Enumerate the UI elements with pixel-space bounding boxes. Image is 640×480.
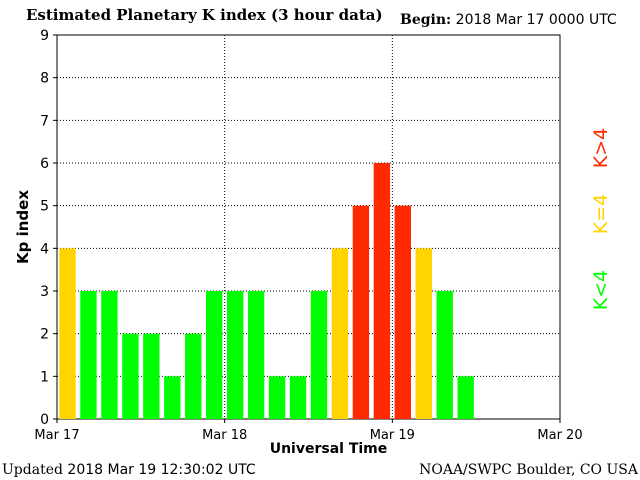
x-tick-label: Mar 17 bbox=[34, 428, 79, 443]
begin-value: 2018 Mar 17 0000 UTC bbox=[455, 12, 617, 28]
y-tick-label: 0 bbox=[40, 412, 49, 428]
y-tick-label: 5 bbox=[40, 199, 49, 215]
legend-high: K>4 bbox=[590, 128, 612, 168]
bar-kp-18 bbox=[436, 291, 453, 419]
bar-kp-11 bbox=[289, 376, 307, 419]
bar-kp-16 bbox=[394, 205, 411, 419]
begin-timestamp: Begin: 2018 Mar 17 0000 UTC bbox=[400, 12, 617, 28]
updated-label: Updated bbox=[2, 462, 63, 478]
bar-kp-12 bbox=[310, 291, 328, 419]
y-tick-label: 9 bbox=[40, 28, 49, 44]
y-tick-label: 2 bbox=[40, 327, 49, 343]
begin-label: Begin: bbox=[400, 12, 452, 28]
bar-kp-15 bbox=[373, 163, 391, 419]
x-axis-label: Universal Time bbox=[270, 441, 388, 457]
updated-value: 2018 Mar 19 12:30:02 UTC bbox=[67, 462, 256, 478]
y-tick-label: 4 bbox=[40, 241, 49, 257]
x-tick-label: Mar 20 bbox=[537, 428, 582, 443]
bar-kp-1 bbox=[80, 291, 97, 419]
updated-timestamp: Updated 2018 Mar 19 12:30:02 UTC bbox=[2, 462, 256, 478]
plot-frame bbox=[56, 34, 561, 420]
bar-kp-5 bbox=[164, 376, 181, 419]
bar-kp-3 bbox=[122, 333, 139, 419]
bar-kp-19 bbox=[457, 376, 474, 419]
y-axis-label: Kp index bbox=[14, 190, 32, 264]
bar-kp-14 bbox=[352, 205, 370, 419]
bar-kp-2 bbox=[101, 291, 118, 419]
y-tick-label: 1 bbox=[40, 369, 49, 385]
bar-kp-8 bbox=[226, 291, 244, 419]
x-tick-label: Mar 19 bbox=[370, 428, 415, 443]
bar-kp-6 bbox=[185, 333, 202, 419]
bar-kp-0 bbox=[59, 248, 76, 419]
credit-text: NOAA/SWPC Boulder, CO USA bbox=[419, 462, 638, 478]
bar-kp-4 bbox=[143, 333, 160, 419]
bar-kp-9 bbox=[247, 291, 265, 419]
y-tick-label: 7 bbox=[40, 113, 49, 129]
bar-kp-7 bbox=[206, 291, 223, 419]
y-tick-label: 8 bbox=[40, 71, 49, 87]
bar-kp-17 bbox=[415, 248, 432, 419]
y-tick-label: 6 bbox=[40, 156, 49, 172]
legend-equal: K=4 bbox=[590, 194, 612, 234]
x-tick-label: Mar 18 bbox=[202, 428, 247, 443]
bar-kp-10 bbox=[268, 376, 286, 419]
chart-title: Estimated Planetary K index (3 hour data… bbox=[26, 6, 383, 24]
legend-low: K<4 bbox=[590, 270, 612, 310]
y-tick-label: 3 bbox=[40, 284, 49, 300]
bar-kp-13 bbox=[331, 248, 349, 419]
